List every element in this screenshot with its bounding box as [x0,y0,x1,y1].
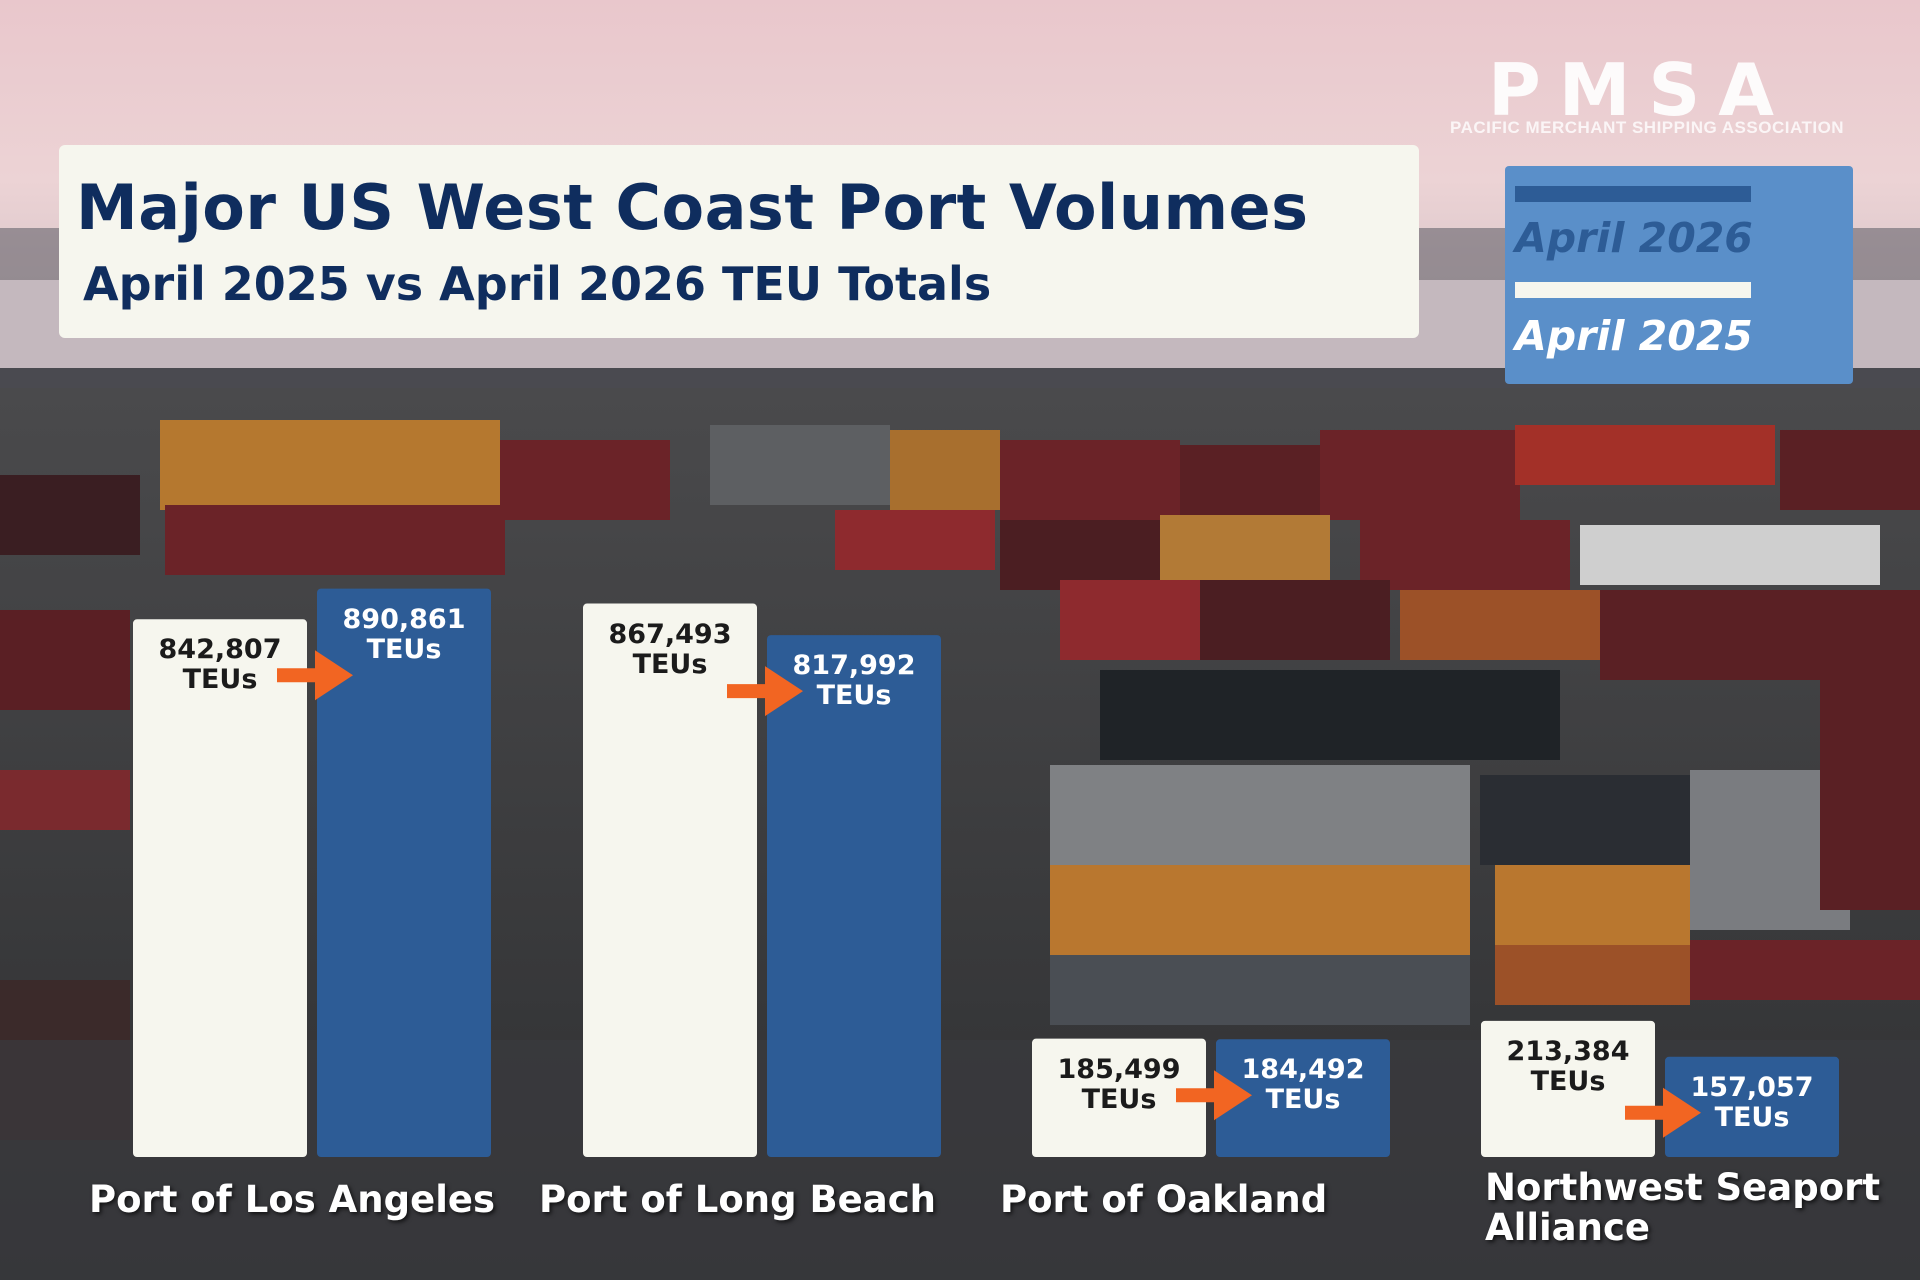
chart-subtitle: April 2025 vs April 2026 TEU Totals [83,257,992,311]
value-number: 157,057 [1690,1071,1814,1103]
value-unit: TEUs [816,680,892,712]
change-arrows [277,650,1701,1138]
bar-2026-port-of-long-beach [767,635,941,1157]
category-label-port-of-los-angeles: Port of Los Angeles [89,1180,495,1220]
value-label-2026-port-of-oakland: 184,492 TEUs [1216,1055,1390,1115]
arrow-port-of-long-beach [727,666,803,717]
value-number: 213,384 [1506,1035,1630,1067]
value-number: 184,492 [1241,1054,1365,1086]
bar-2025-northwest-seaport-alliance [1481,1020,1655,1157]
chart-title: Major US West Coast Port Volumes [76,171,1309,244]
arrow-port-of-oakland [1176,1070,1252,1121]
value-label-2025-port-of-long-beach: 867,493 TEUs [583,618,757,680]
category-label-port-of-oakland: Port of Oakland [1000,1180,1327,1220]
category-label-line: Northwest Seaport [1485,1166,1881,1209]
bar-2025-port-of-oakland [1032,1038,1206,1157]
arrow-northwest-seaport-alliance [1625,1087,1701,1138]
bar-2026-northwest-seaport-alliance [1665,1056,1839,1157]
legend-swatch-april-2026 [1515,186,1751,202]
arrow-port-of-los-angeles [277,650,353,701]
value-label-2025-port-of-los-angeles: 842,807 TEUs [133,635,307,695]
value-label-2025-port-of-oakland: 185,499 TEUs [1032,1053,1206,1115]
value-unit: TEUs [1530,1065,1606,1097]
category-label-line: Port of Los Angeles [89,1178,496,1221]
legend-label-april-2025: April 2025 [1515,312,1753,360]
category-label-line: Port of Oakland [1000,1178,1328,1221]
value-unit: TEUs [366,633,442,665]
value-number: 867,493 [608,618,732,650]
category-label-line: Alliance [1485,1206,1651,1249]
bar-2026-port-of-los-angeles [317,588,491,1157]
value-number: 842,807 [158,634,282,666]
category-label-line: Port of Long Beach [539,1178,936,1221]
value-number: 890,861 [342,603,466,635]
title-panel: Major US West Coast Port Volumes April 2… [59,145,1419,338]
value-unit: TEUs [1081,1083,1157,1115]
bar-2025-port-of-los-angeles [133,619,307,1157]
category-label-port-of-long-beach: Port of Long Beach [539,1180,936,1220]
value-unit: TEUs [1265,1084,1341,1116]
legend: April 2026 April 2025 [1505,166,1853,384]
value-label-2026-port-of-long-beach: 817,992 TEUs [767,651,941,711]
value-unit: TEUs [632,648,708,680]
value-unit: TEUs [1714,1101,1790,1133]
bar-2026-port-of-oakland [1216,1039,1390,1157]
pmsa-logo: PMSA PACIFIC MERCHANT SHIPPING ASSOCIATI… [1450,48,1845,140]
value-label-2025-northwest-seaport-alliance: 213,384 TEUs [1481,1035,1655,1097]
logo-name: PMSA [1488,48,1792,132]
value-label-2026-port-of-los-angeles: 890,861 TEUs [317,603,491,665]
value-label-2026-northwest-seaport-alliance: 157,057 TEUs [1665,1071,1839,1133]
logo-tagline: PACIFIC MERCHANT SHIPPING ASSOCIATION [1450,118,1845,137]
legend-swatch-april-2025 [1515,282,1751,298]
category-label-northwest-seaport-alliance: Northwest Seaport Alliance [1485,1168,1880,1248]
bar-2025-port-of-long-beach [583,603,757,1157]
value-unit: TEUs [182,664,258,696]
bar-series [133,588,1839,1157]
legend-label-april-2026: April 2026 [1515,214,1753,262]
value-number: 817,992 [792,650,916,682]
value-number: 185,499 [1057,1053,1181,1085]
